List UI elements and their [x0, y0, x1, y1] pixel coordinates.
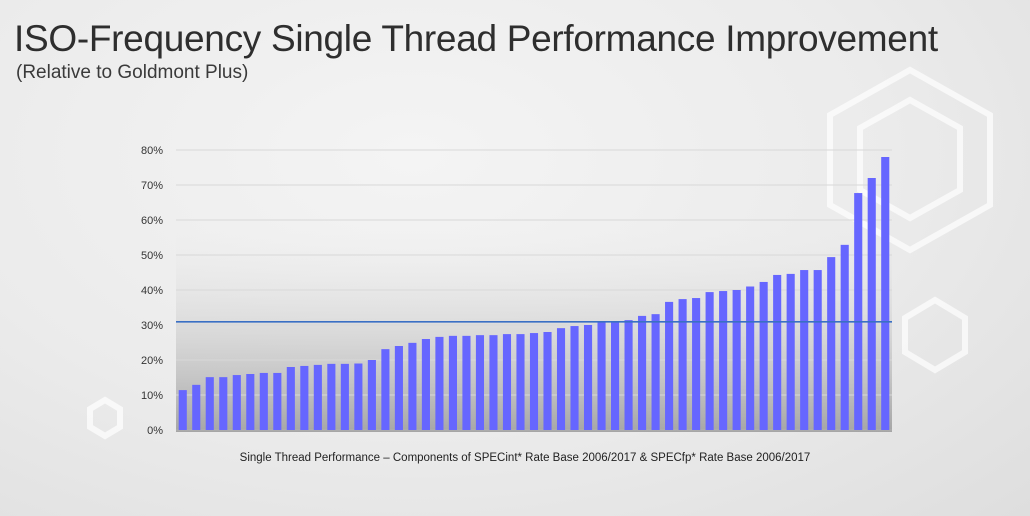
bar	[300, 365, 309, 430]
bar	[624, 320, 633, 430]
bar	[529, 333, 539, 430]
bar	[205, 377, 214, 430]
bar	[651, 314, 660, 430]
bar	[665, 301, 674, 430]
bar	[367, 360, 376, 430]
bar	[178, 390, 187, 430]
bar	[462, 335, 471, 430]
bar	[827, 257, 836, 430]
bar	[246, 374, 255, 430]
bar	[327, 363, 336, 430]
bar	[448, 335, 457, 430]
bar	[746, 286, 755, 430]
bar	[800, 270, 809, 430]
bar	[354, 363, 363, 430]
bar	[435, 336, 444, 430]
bar	[259, 372, 268, 430]
bar	[286, 367, 295, 430]
bar	[692, 298, 701, 430]
bar	[732, 290, 741, 430]
y-tick-label: 0%	[147, 425, 163, 437]
bar	[570, 326, 579, 430]
bar	[408, 342, 417, 430]
x-axis-label: Single Thread Performance – Components o…	[239, 452, 811, 464]
bar	[813, 270, 822, 430]
bar	[759, 281, 768, 430]
bar	[543, 332, 552, 430]
bar	[313, 364, 322, 430]
bar	[840, 244, 849, 430]
bar	[232, 375, 241, 430]
bar	[583, 325, 593, 430]
page-title: ISO-Frequency Single Thread Performance …	[14, 18, 938, 59]
bar	[502, 334, 512, 430]
bar	[773, 274, 782, 430]
bar	[489, 335, 498, 430]
y-tick-label: 50%	[141, 250, 163, 262]
bar	[705, 292, 714, 430]
bar	[881, 157, 890, 430]
bar	[516, 334, 525, 430]
y-tick-label: 60%	[141, 215, 163, 227]
y-tick-label: 20%	[141, 355, 163, 367]
bar	[867, 178, 876, 430]
bar	[340, 363, 349, 430]
bar	[719, 291, 728, 430]
bar	[786, 273, 795, 430]
bar	[219, 377, 228, 430]
bar	[421, 339, 430, 430]
bar	[273, 372, 282, 430]
y-tick-label: 30%	[141, 320, 163, 332]
bar	[854, 193, 863, 430]
bar	[611, 321, 620, 430]
y-tick-label: 10%	[141, 390, 163, 402]
bar	[678, 299, 687, 430]
bar	[475, 335, 485, 430]
bar	[192, 384, 201, 430]
bar	[597, 321, 606, 430]
bar	[394, 346, 403, 430]
page-subtitle: (Relative to Goldmont Plus)	[16, 62, 249, 83]
y-tick-label: 80%	[141, 145, 163, 157]
hex-logo-decoration	[87, 66, 993, 440]
bar	[556, 328, 566, 430]
bar	[381, 349, 390, 430]
y-tick-label: 40%	[141, 285, 163, 297]
y-tick-label: 70%	[141, 180, 163, 192]
bar	[638, 315, 647, 430]
